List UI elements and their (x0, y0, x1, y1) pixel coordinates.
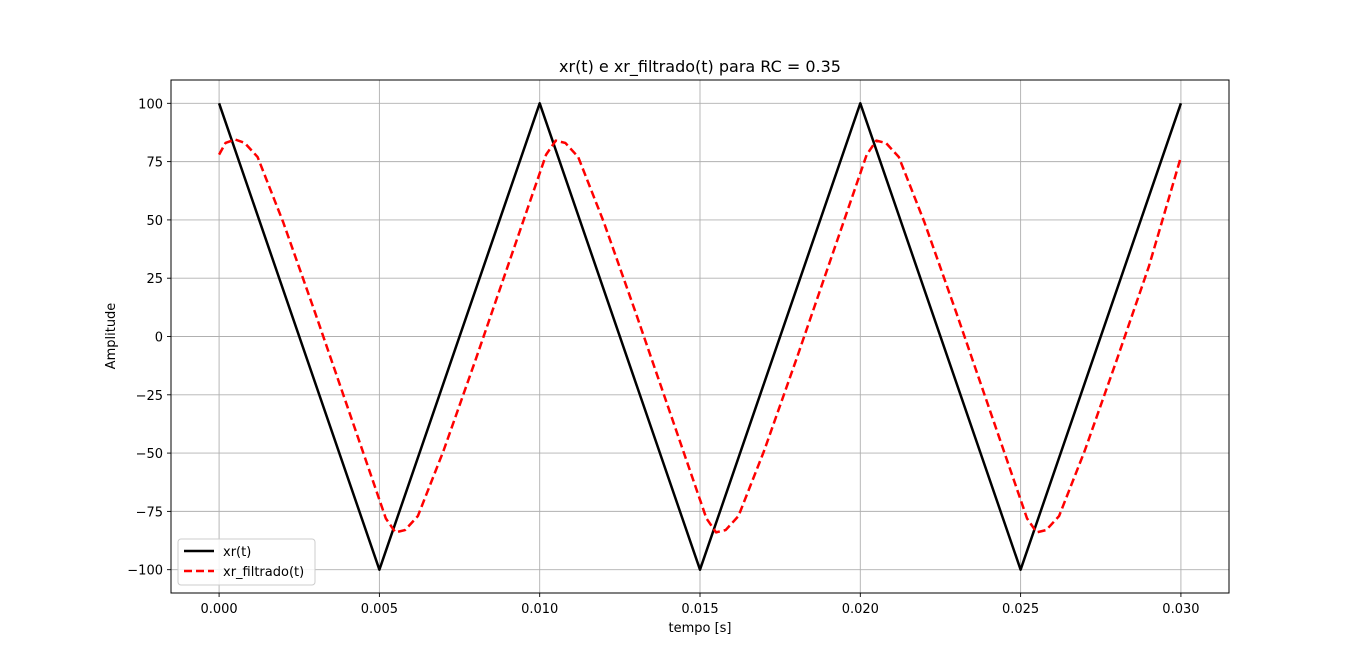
legend-label-xr: xr(t) (223, 545, 251, 560)
y-tick-label: −25 (136, 389, 163, 404)
x-tick-label: 0.010 (521, 602, 558, 617)
y-tick-label: 0 (155, 331, 163, 346)
x-axis-label: tempo [s] (668, 621, 731, 636)
x-tick-label: 0.000 (200, 602, 237, 617)
y-tick-label: −50 (136, 447, 163, 462)
x-tick-label: 0.025 (1002, 602, 1039, 617)
axis-ticks: 0.000 0.005 0.010 0.015 0.020 0.025 0.030 100 75… (127, 97, 1199, 617)
grid (171, 80, 1229, 593)
legend: xr(t) xr_filtrado(t) (177, 538, 316, 586)
series-line-1 (217, 138, 1183, 534)
x-tick-label: 0.030 (1162, 602, 1199, 617)
legend-label-xr-filtrado: xr_filtrado(t) (223, 565, 304, 580)
y-tick-label: 50 (146, 214, 163, 229)
y-tick-label: 75 (146, 156, 163, 171)
series-line-0 (217, 102, 1183, 571)
x-tick-label: 0.020 (842, 602, 879, 617)
y-tick-label: −75 (136, 505, 163, 520)
y-tick-label: 25 (146, 272, 163, 287)
y-tick-label: 100 (138, 97, 163, 112)
x-tick-label: 0.005 (361, 602, 398, 617)
y-tick-label: −100 (127, 564, 163, 579)
chart-title: xr(t) e xr_filtrado(t) para RC = 0.35 (559, 57, 841, 77)
y-axis-label: Amplitude (104, 303, 119, 370)
x-tick-label: 0.015 (681, 602, 718, 617)
series-lines (217, 102, 1183, 571)
